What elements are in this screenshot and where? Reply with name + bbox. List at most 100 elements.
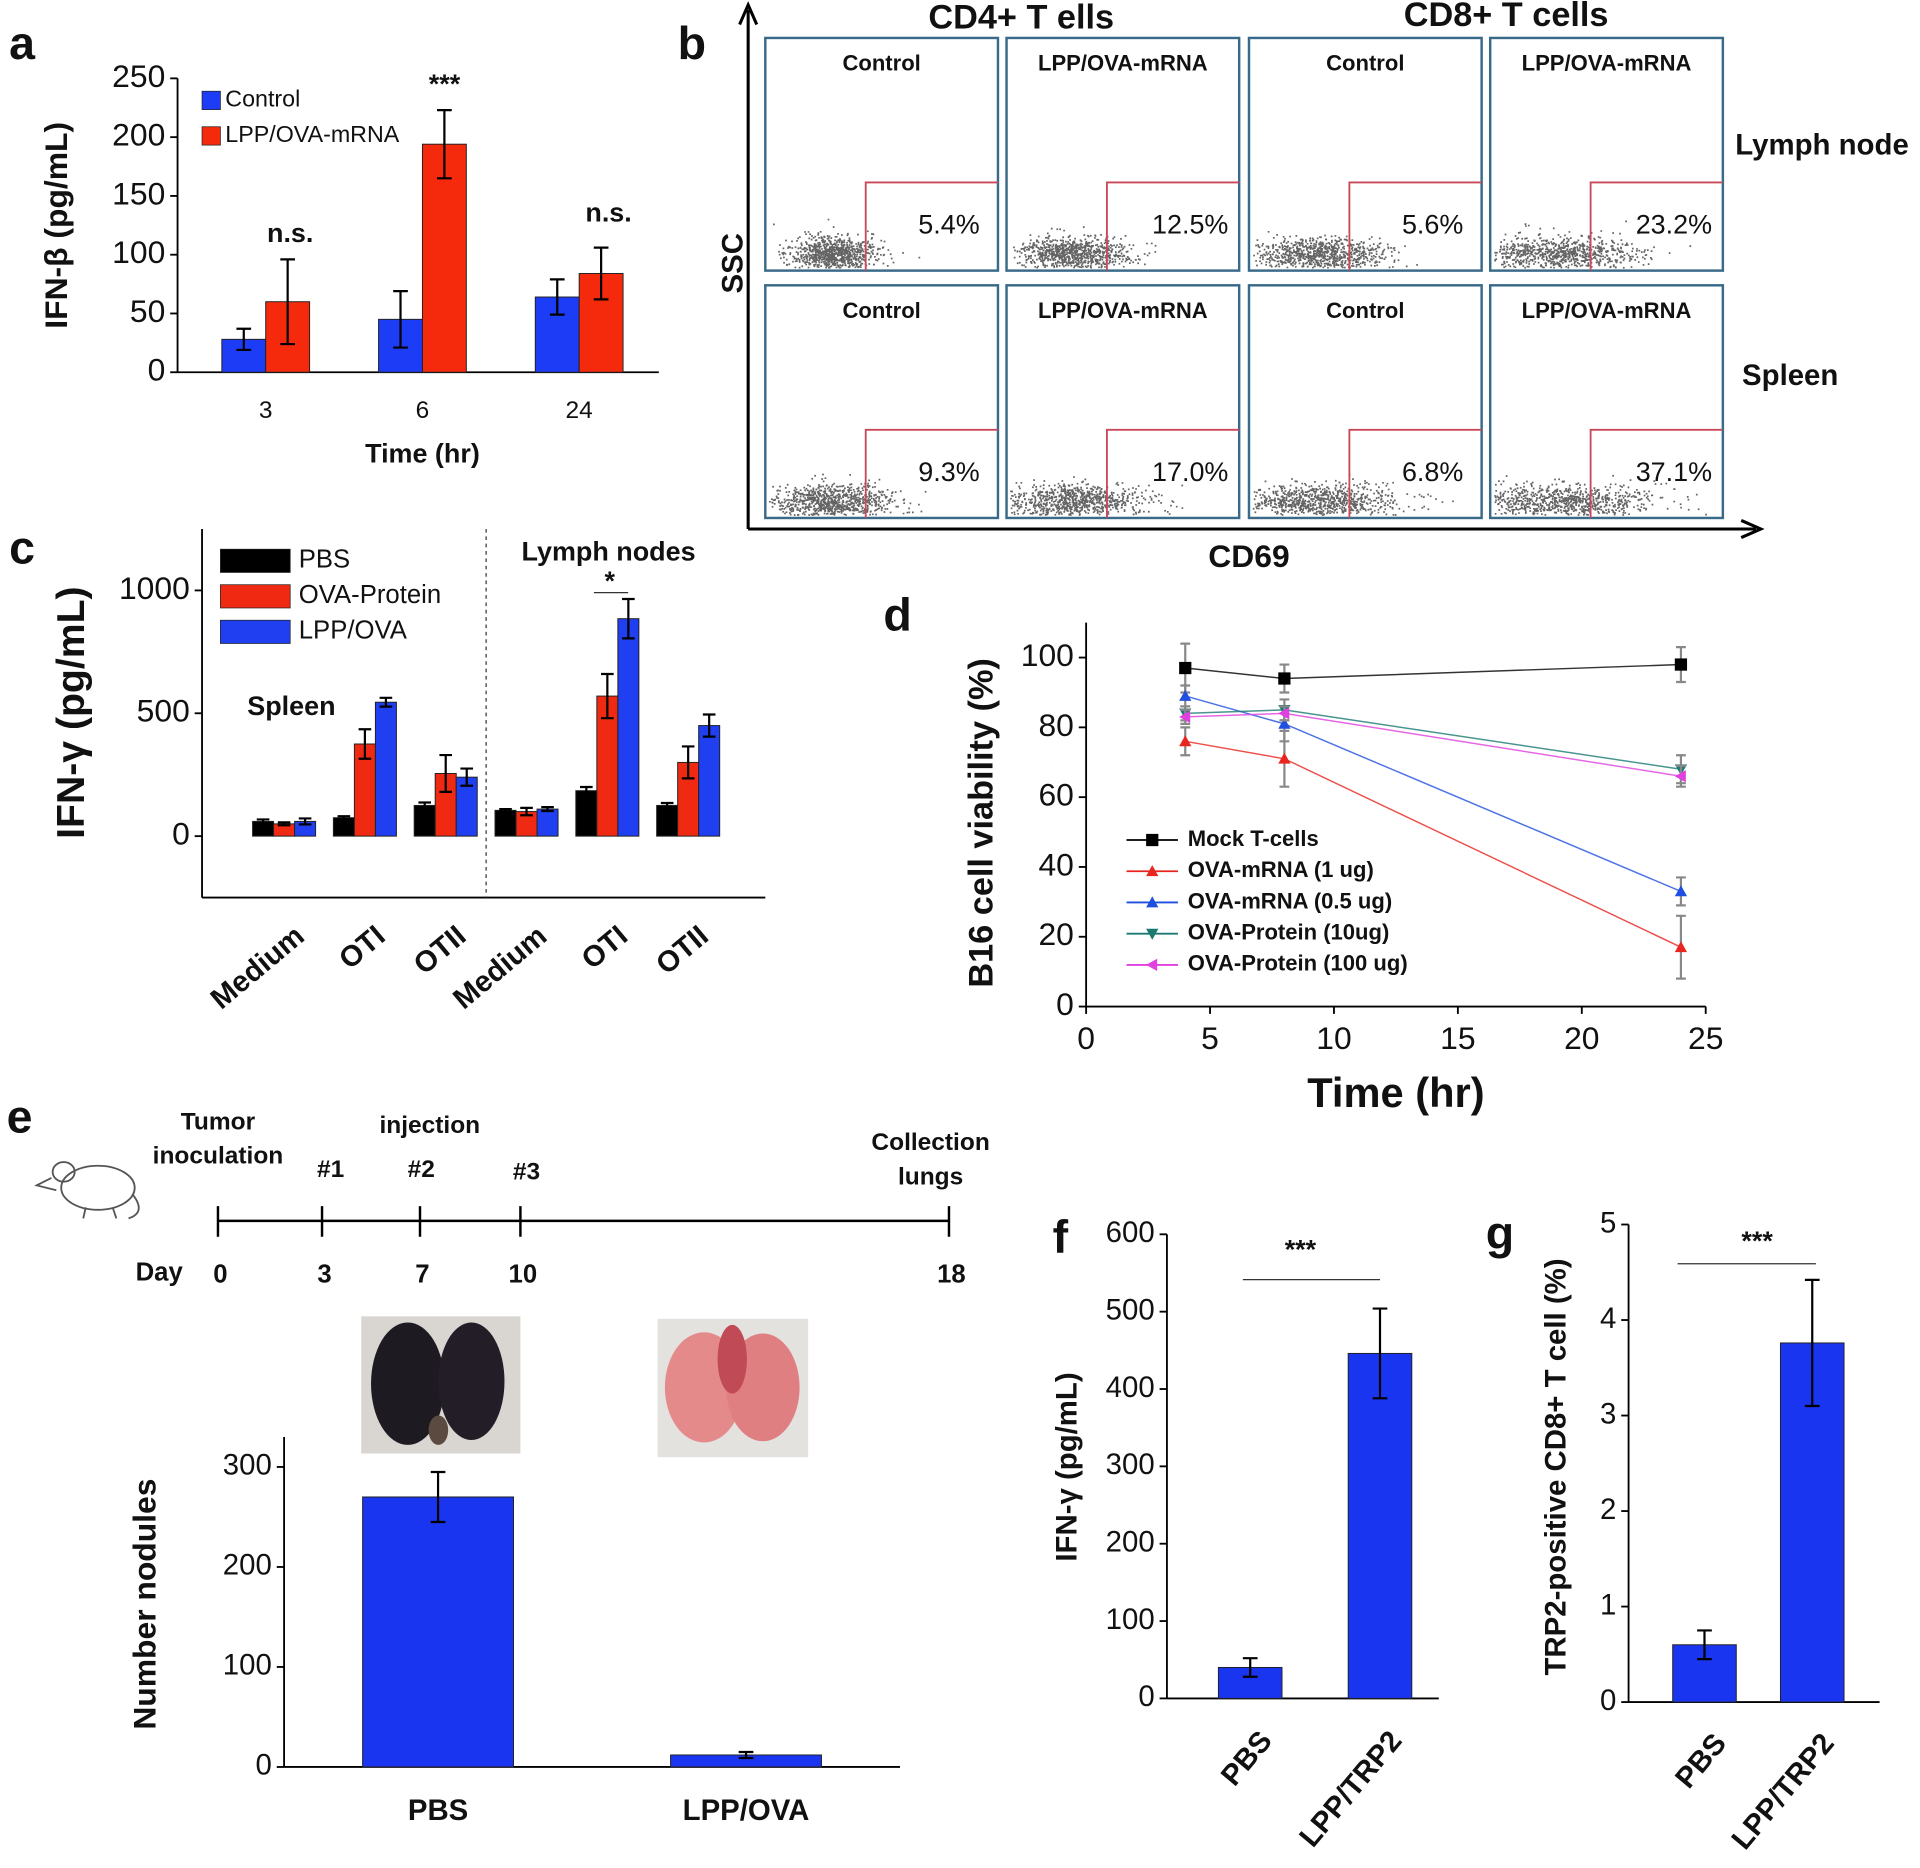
error-bar xyxy=(298,817,312,826)
bar xyxy=(362,1496,515,1768)
panel-label: a xyxy=(9,17,36,69)
annotation: n.s. xyxy=(585,197,631,227)
error-bar xyxy=(256,818,270,825)
day-number: 0 xyxy=(213,1261,227,1289)
marker xyxy=(1278,672,1291,685)
annotation: *** xyxy=(429,69,461,99)
error-bar xyxy=(1242,1657,1258,1678)
error-bar xyxy=(541,806,554,813)
lung-photo-pbs xyxy=(361,1316,521,1454)
y-tick-label: 40 xyxy=(1038,846,1073,882)
y-tick-label: 2 xyxy=(1600,1493,1616,1526)
panel-label: b xyxy=(678,17,706,69)
day-number: 18 xyxy=(937,1261,966,1289)
y-tick-label: 200 xyxy=(112,117,165,153)
marker xyxy=(1674,658,1688,671)
cell-events xyxy=(1010,476,1184,517)
column-group-label: CD8+ T cells xyxy=(1404,0,1609,34)
x-tick-label: 20 xyxy=(1564,1020,1599,1056)
error-bar xyxy=(702,713,716,738)
gate-percent: 5.4% xyxy=(918,210,979,240)
gate-percent: 6.8% xyxy=(1402,457,1463,487)
y-tick-label: 80 xyxy=(1038,707,1073,743)
y-axis-label: IFN-γ (pg/mL) xyxy=(50,586,93,838)
bar xyxy=(494,809,517,837)
error-bar xyxy=(593,246,609,301)
panel-title: Control xyxy=(842,298,920,323)
y-tick-label: 150 xyxy=(112,175,165,211)
legend-label: OVA-Protein xyxy=(299,581,441,609)
column-group-label: CD4+ T ells xyxy=(928,0,1114,37)
error-bar xyxy=(580,785,593,796)
day-number: 10 xyxy=(509,1261,538,1289)
panel-title: Control xyxy=(842,51,920,76)
y-tick-label: 0 xyxy=(1138,1680,1154,1713)
marker xyxy=(1674,941,1688,953)
gate-percent: 5.6% xyxy=(1402,210,1463,240)
cell-events xyxy=(1013,226,1157,269)
x-axis-label: CD69 xyxy=(1208,538,1289,574)
plot-frame xyxy=(1488,36,1725,272)
cell-events xyxy=(1253,230,1418,269)
x-tick-label: 5 xyxy=(1201,1020,1219,1056)
plot-frame xyxy=(1488,284,1725,520)
y-tick-label: 200 xyxy=(223,1549,272,1582)
error-bar xyxy=(358,728,372,760)
event-label: #1 xyxy=(317,1156,344,1183)
mouse-icon xyxy=(34,1161,140,1220)
error-bar xyxy=(622,597,635,640)
gate-percent: 9.3% xyxy=(918,457,979,487)
y-tick-label: 0 xyxy=(148,352,166,388)
cell-events xyxy=(1252,474,1454,517)
bar xyxy=(575,790,598,837)
y-axis-label: IFN-γ (pg/mL) xyxy=(1051,1372,1084,1561)
bar xyxy=(332,817,355,837)
gate xyxy=(1589,428,1723,518)
bar xyxy=(536,808,559,837)
bar xyxy=(656,804,679,837)
legend-label: OVA-mRNA (0.5 ug) xyxy=(1188,888,1392,913)
plot-frame xyxy=(1005,284,1241,520)
plot-frame xyxy=(1247,36,1483,272)
legend-label: OVA-mRNA (1 ug) xyxy=(1188,857,1374,882)
x-tick-label: 3 xyxy=(259,397,273,424)
x-tick-label: 15 xyxy=(1440,1020,1475,1056)
panel-title: Control xyxy=(1326,298,1404,323)
error-bar xyxy=(549,278,565,316)
bar xyxy=(617,618,640,837)
annotation: * xyxy=(605,566,616,596)
y-axis-label: TRP2-positive CD8+ T cell (%) xyxy=(1539,1258,1572,1675)
legend-marker xyxy=(1146,928,1159,940)
y-tick-label: 100 xyxy=(112,234,165,270)
event-label: Collection xyxy=(871,1129,989,1156)
day-label: Day xyxy=(136,1258,184,1286)
panel-label: c xyxy=(9,521,35,573)
marker xyxy=(1278,717,1291,729)
error-bar xyxy=(1697,1629,1712,1661)
error-bar xyxy=(277,821,291,827)
error-bar xyxy=(738,1750,754,1760)
x-tick-label: LPP/OVA xyxy=(683,1794,810,1827)
bar xyxy=(421,143,467,373)
group-label: injection xyxy=(379,1112,480,1139)
cell-events xyxy=(1494,220,1692,269)
legend-label: PBS xyxy=(299,546,350,574)
annotation: *** xyxy=(1741,1226,1773,1256)
legend-label: OVA-Protein (100 ug) xyxy=(1188,951,1408,976)
bar xyxy=(698,725,721,837)
legend-marker xyxy=(1146,833,1159,847)
panel-title: Control xyxy=(1326,51,1404,76)
annotation: n.s. xyxy=(267,218,313,248)
plot-frame xyxy=(764,284,1000,520)
plot-frame xyxy=(764,36,1000,272)
error-bar xyxy=(437,109,452,180)
axis-arrow xyxy=(738,1,759,529)
marker xyxy=(1179,735,1192,747)
event-label: #2 xyxy=(408,1156,435,1183)
cell-events xyxy=(1494,474,1707,516)
event-label: Tumor xyxy=(181,1108,256,1135)
marker xyxy=(1278,707,1290,720)
marker xyxy=(1674,885,1688,897)
panel-label: f xyxy=(1053,1211,1069,1263)
